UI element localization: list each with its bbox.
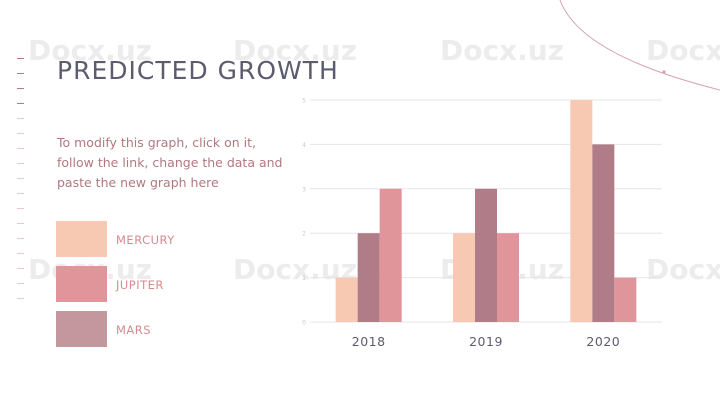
watermark: Docx.uz <box>646 34 720 67</box>
side-dash <box>17 163 24 164</box>
watermark: Docx.uz <box>440 34 565 67</box>
legend-label-jupiter: JUPITER <box>116 278 164 292</box>
side-dash-decoration <box>17 58 25 313</box>
side-dash <box>17 118 24 119</box>
side-dash <box>17 133 24 134</box>
legend-swatch-jupiter <box>56 266 107 302</box>
bar-mars-2020 <box>592 144 615 322</box>
bar-mars-2018 <box>357 233 380 322</box>
bar-mercury-2019 <box>453 233 475 322</box>
bar-jupiter-2018 <box>379 188 402 322</box>
side-dash <box>17 73 24 74</box>
legend-swatch-mars <box>56 311 107 347</box>
side-dash <box>17 238 24 239</box>
legend-label-mars: MARS <box>116 323 152 337</box>
x-tick-label: 2020 <box>586 334 620 349</box>
x-tick-label: 2019 <box>469 334 503 349</box>
slide-title: PREDICTED GROWTH <box>57 56 339 85</box>
legend-swatch-mercury <box>56 221 107 257</box>
bar-jupiter-2019 <box>497 233 519 322</box>
side-dash <box>17 148 24 149</box>
bar-chart[interactable]: 0 1 2 3 4 5 2018 2019 2020 <box>290 90 670 350</box>
legend-label-mercury: MERCURY <box>116 233 175 247</box>
y-tick-label: 1 <box>302 275 306 282</box>
side-dash <box>17 283 24 284</box>
side-dash <box>17 223 24 224</box>
y-tick-label: 2 <box>302 231 306 238</box>
side-dash <box>17 178 24 179</box>
bar-mars-2019 <box>475 188 497 322</box>
side-dash <box>17 208 24 209</box>
side-dash <box>17 193 24 194</box>
y-tick-label: 5 <box>302 98 306 105</box>
side-dash <box>17 298 24 299</box>
side-dash <box>17 103 24 104</box>
side-dash <box>17 268 24 269</box>
bar-mercury-2018 <box>335 277 358 322</box>
side-dash <box>17 58 24 59</box>
bar-mercury-2020 <box>570 100 593 322</box>
y-tick-label: 4 <box>302 142 306 149</box>
x-tick-label: 2018 <box>352 334 386 349</box>
y-tick-label: 3 <box>302 186 306 193</box>
side-dash <box>17 88 24 89</box>
y-tick-label: 0 <box>302 320 306 327</box>
bar-jupiter-2020 <box>614 277 637 322</box>
slide-description: To modify this graph, click on it, follo… <box>57 135 283 190</box>
side-dash <box>17 253 24 254</box>
